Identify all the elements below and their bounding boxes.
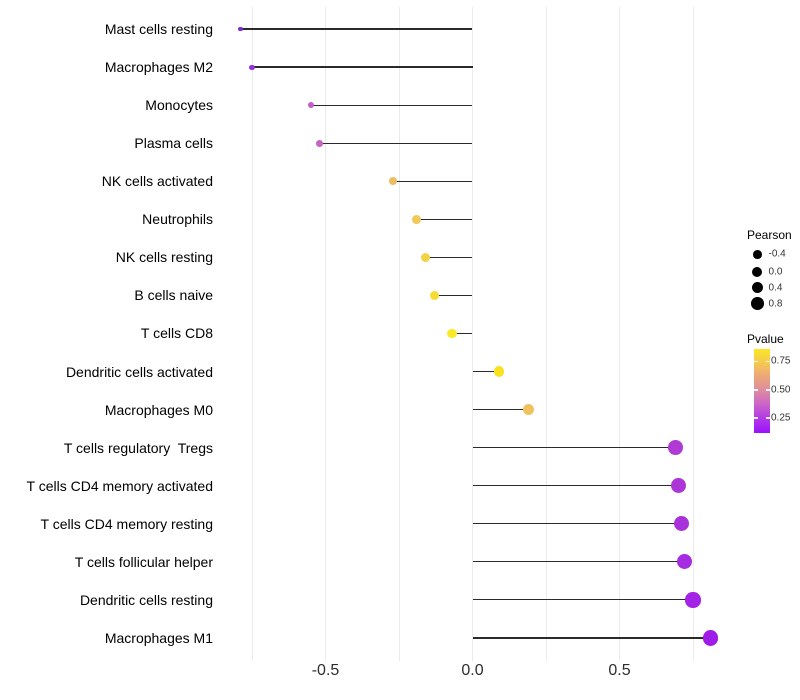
stem-line (472, 637, 711, 639)
color-legend-title: Pvalue (747, 332, 784, 346)
stem-line (472, 409, 529, 411)
size-legend-dot (751, 297, 764, 310)
gridline (619, 7, 620, 661)
size-legend-label: 0.8 (768, 298, 783, 309)
data-point-dot (673, 516, 689, 532)
colorbar-tick-mark (765, 389, 770, 391)
data-point-dot (685, 592, 701, 608)
stem-line (472, 447, 676, 449)
stem-line (472, 523, 682, 525)
x-axis-tick-label: 0.5 (608, 662, 631, 679)
category-label: T cells regulatory Tregs (63, 439, 213, 456)
category-label: Macrophages M0 (104, 401, 213, 418)
category-label: T cells CD4 memory resting (40, 515, 213, 532)
data-point-dot (249, 64, 255, 70)
category-label: NK cells activated (101, 173, 213, 190)
category-label: Macrophages M2 (104, 59, 213, 76)
stem-line (472, 561, 685, 563)
category-label: B cells naive (134, 287, 213, 304)
gridline (472, 7, 473, 661)
stem-line (434, 294, 473, 296)
stem-line (240, 28, 473, 30)
colorbar-tick-mark (754, 360, 758, 363)
colorbar-tick-label: 0.25 (771, 412, 791, 424)
stem-line (451, 332, 473, 335)
colorbar-tick-mark (754, 417, 758, 419)
data-point-dot (316, 139, 323, 147)
x-axis-tick-label: -0.5 (311, 662, 340, 679)
size-legend-dot (752, 267, 763, 277)
gridline (251, 7, 253, 661)
data-point-dot (493, 366, 505, 377)
category-label: T cells follicular helper (74, 553, 213, 570)
data-point-dot (307, 101, 315, 109)
stem-line (416, 218, 473, 220)
data-point-dot (388, 177, 398, 186)
data-point-dot (702, 630, 719, 646)
colorbar-tick-label: 0.75 (771, 355, 791, 367)
size-legend-label: 0.0 (768, 266, 783, 278)
colorbar-tick-mark (765, 360, 770, 363)
data-point-dot (420, 252, 430, 262)
category-label: Plasma cells (134, 135, 213, 152)
gridline (692, 7, 694, 661)
gridline (325, 7, 326, 661)
category-label: Neutrophils (142, 211, 213, 228)
size-legend-dot (753, 250, 762, 259)
size-legend-label: -0.4 (768, 248, 786, 260)
stem-line (425, 256, 473, 258)
size-legend-dot (751, 282, 763, 294)
category-label: Dendritic cells resting (79, 591, 213, 608)
data-point-dot (667, 440, 683, 456)
data-point-dot (447, 328, 457, 339)
data-point-dot (676, 554, 692, 570)
stem-line (393, 180, 473, 182)
data-point-dot (522, 403, 535, 416)
gridline (398, 7, 400, 661)
data-point-dot (237, 26, 243, 32)
x-axis-tick-label: 0.0 (461, 662, 484, 679)
category-label: Macrophages M1 (104, 629, 213, 646)
stem-line (252, 66, 473, 68)
gridline (545, 7, 547, 661)
size-legend-label: 0.4 (768, 282, 783, 294)
pvalue-colorbar (754, 349, 770, 433)
colorbar-tick-mark (765, 417, 770, 419)
data-point-dot (429, 290, 439, 301)
stem-line (310, 104, 473, 106)
category-label: Dendritic cells activated (65, 363, 213, 380)
data-point-dot (412, 214, 422, 224)
stem-line (472, 370, 499, 373)
category-label: Mast cells resting (104, 21, 213, 37)
data-point-dot (670, 478, 686, 494)
colorbar-tick-label: 0.50 (771, 384, 791, 396)
category-label: NK cells resting (115, 249, 213, 266)
category-label: Monocytes (145, 97, 213, 114)
colorbar-tick-mark (754, 389, 758, 391)
category-label: T cells CD4 memory activated (26, 477, 213, 494)
size-legend-title: Pearson (747, 228, 792, 242)
category-label: T cells CD8 (140, 325, 213, 342)
stem-line (472, 599, 693, 601)
stem-line (472, 485, 679, 487)
stem-line (319, 142, 473, 144)
